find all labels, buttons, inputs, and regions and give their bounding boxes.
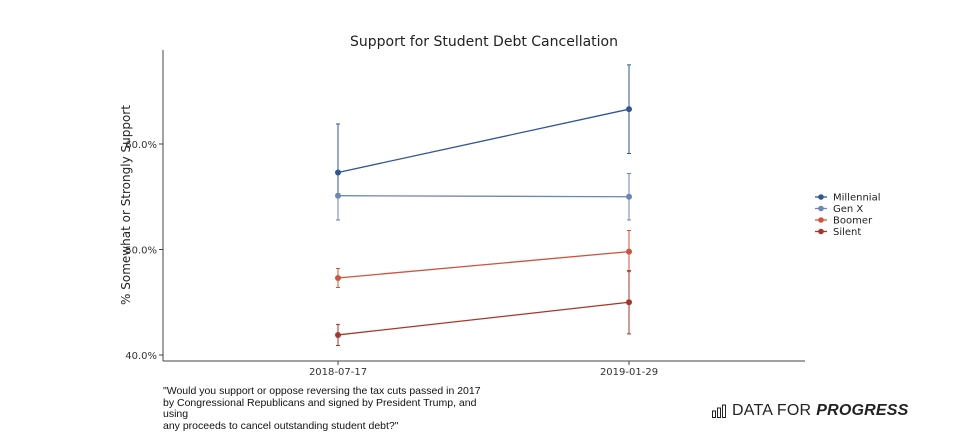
series-line [337,250,630,279]
x-ticks: 2018-07-17 2019-01-29 [309,361,658,378]
legend-marker [818,217,824,223]
legend-label: Gen X [833,204,863,215]
series-line [337,301,630,336]
data-point [626,193,632,200]
brand-light: DATA FOR [732,402,812,419]
series-boomer [335,230,632,288]
brand-strong: PROGRESS [816,402,909,419]
bar-chart-icon [712,404,726,418]
series-gen-x [335,173,632,221]
y-axis-label: % Somewhat or Strongly Support [119,105,133,305]
data-point [626,299,632,306]
x-tick-label: 2018-07-17 [309,367,367,378]
legend-label: Boomer [833,216,873,227]
data-point [626,106,632,113]
legend-marker [818,228,824,235]
data-point [335,192,341,199]
y-ticks: 40.0% 50.0% 60.0% [125,140,163,362]
legend-marker [818,194,824,200]
question-footnote: "Would you support or oppose reversing t… [163,385,481,432]
chart-title: Support for Student Debt Cancellation [350,34,618,50]
data-point [335,274,341,281]
series-layer [335,64,632,347]
y-tick-label: 40.0% [125,351,157,362]
series-silent [335,270,632,347]
series-line [337,195,630,198]
brand-logo: DATA FOR PROGRESS [712,402,909,420]
legend-label: Silent [833,227,861,238]
x-tick-label: 2019-01-29 [600,367,658,378]
legend-marker [818,205,824,212]
series-line [337,108,630,174]
data-point [335,169,341,176]
y-tick-label: 50.0% [125,246,157,257]
data-point [335,331,341,338]
y-tick-label: 60.0% [125,140,157,151]
legend-label: Millennial [833,193,880,204]
data-point [626,248,632,255]
